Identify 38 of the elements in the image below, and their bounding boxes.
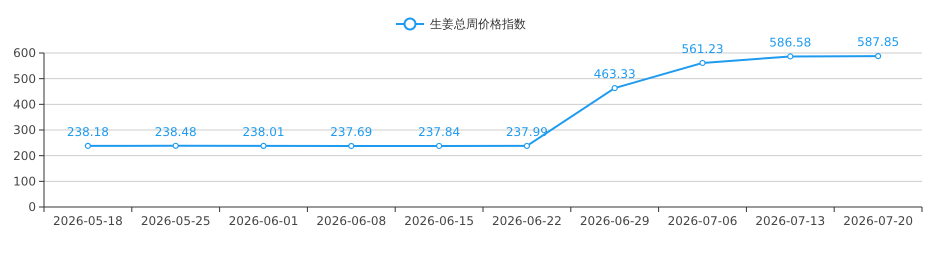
x-tick-label: 2026-06-15: [404, 214, 474, 228]
y-tick-label: 100: [13, 174, 36, 189]
data-label: 238.01: [242, 124, 284, 139]
x-tick-label: 2026-06-08: [316, 214, 386, 228]
y-tick-label: 0: [28, 200, 36, 214]
data-label: 238.48: [154, 124, 197, 139]
data-label: 586.58: [769, 35, 812, 50]
point: [436, 142, 442, 150]
point: [612, 84, 618, 92]
x-tick-label: 2026-07-20: [843, 214, 913, 228]
data-label: 463.33: [594, 67, 636, 82]
y-tick-label: 400: [13, 98, 36, 112]
data-label: 237.99: [506, 124, 548, 139]
data-label: 587.85: [857, 35, 900, 50]
x-tick-label: 2026-07-06: [668, 214, 738, 228]
point: [260, 142, 267, 150]
point: [172, 142, 179, 149]
data-label: 237.84: [418, 124, 460, 139]
data-label: 561.23: [682, 42, 724, 56]
data-label: 237.69: [330, 124, 372, 139]
point: [84, 142, 91, 149]
y-tick-label: 500: [13, 72, 36, 86]
data-label: 238.18: [66, 124, 109, 139]
y-tick-label: 200: [13, 148, 36, 163]
x-tick-label: 2026-05-18: [53, 214, 123, 228]
y-tick-label: 600: [13, 46, 36, 60]
point: [787, 53, 794, 60]
x-tick-label: 2026-06-22: [492, 214, 562, 228]
point: [348, 142, 354, 150]
point: [699, 60, 706, 66]
x-tick-label: 2026-07-13: [755, 214, 826, 228]
x-tick-label: 2026-05-25: [140, 214, 211, 228]
legend-label: 生姜总周价格指数: [430, 17, 526, 32]
point: [524, 142, 530, 150]
point: [875, 53, 882, 60]
y-tick-label: 300: [13, 123, 36, 138]
x-tick-label: 2026-06-01: [228, 214, 298, 228]
x-tick-label: 2026-06-29: [580, 214, 650, 228]
